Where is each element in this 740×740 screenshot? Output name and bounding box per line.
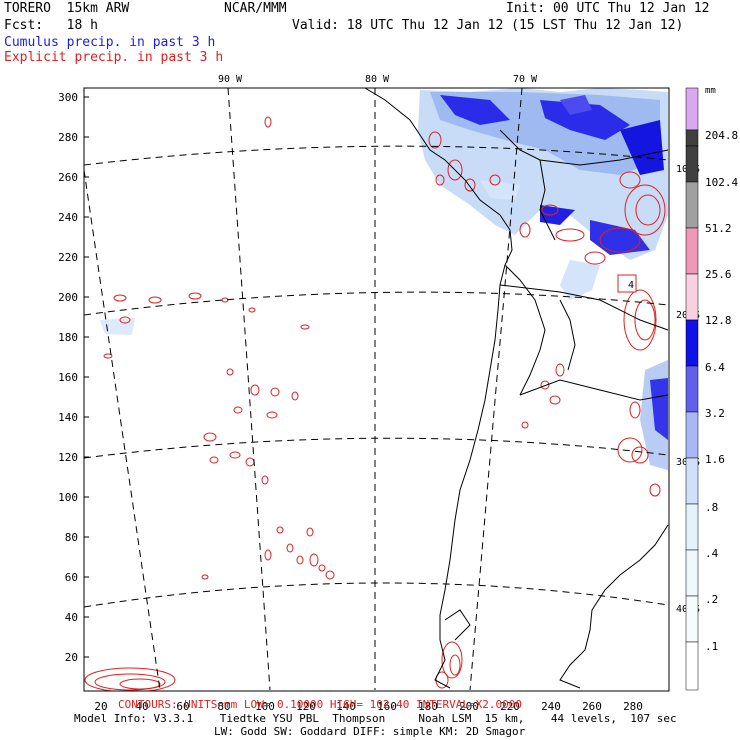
svg-text:80: 80 [65,531,78,544]
valid-time: Valid: 18 UTC Thu 12 Jan 12 (15 LST Thu … [292,18,684,33]
svg-text:40: 40 [135,700,148,713]
svg-text:.4: .4 [705,547,719,560]
svg-text:120: 120 [58,451,78,464]
svg-text:280: 280 [623,700,643,713]
svg-text:200: 200 [58,291,78,304]
svg-text:220: 220 [500,700,520,713]
svg-text:140: 140 [58,411,78,424]
svg-text:180: 180 [418,700,438,713]
svg-text:70 W: 70 W [513,74,538,85]
svg-text:20: 20 [94,700,107,713]
svg-text:120: 120 [296,700,316,713]
longitude-labels: 90 W 80 W 70 W [218,74,538,85]
svg-text:140: 140 [336,700,356,713]
svg-text:20: 20 [65,651,78,664]
svg-text:300: 300 [58,91,78,104]
svg-text:51.2: 51.2 [705,222,732,235]
svg-text:3.2: 3.2 [705,407,725,420]
x-axis: 20 40 60 80 100 120 140 160 180 200 220 … [94,700,643,713]
svg-text:1.6: 1.6 [705,453,725,466]
explicit-legend: Explicit precip. in past 3 h [4,50,224,65]
coastlines [364,88,669,689]
svg-text:280: 280 [58,131,78,144]
organization: NCAR/MMM [224,1,287,16]
cumulus-precip-shading [100,88,668,470]
svg-text:25.6: 25.6 [705,268,732,281]
svg-text:80: 80 [217,700,230,713]
explicit-precip-contours [84,116,666,691]
svg-text:60: 60 [176,700,189,713]
svg-text:240: 240 [58,211,78,224]
svg-text:200: 200 [459,700,479,713]
latlon-grid [84,88,669,691]
annotation-box: 4 [617,274,637,293]
svg-text:180: 180 [58,331,78,344]
svg-text:6.4: 6.4 [705,361,725,374]
init-time: Init: 00 UTC Thu 12 Jan 12 [506,1,710,16]
svg-text:12.8: 12.8 [705,314,732,327]
svg-text:90 W: 90 W [218,74,243,85]
cumulus-legend: Cumulus precip. in past 3 h [4,35,216,50]
svg-text:4: 4 [628,280,634,291]
svg-text:80 W: 80 W [365,74,390,85]
svg-text:.1: .1 [705,640,718,653]
svg-text:240: 240 [541,700,561,713]
model-info: Model Info: V3.3.1 Tiedtke YSU PBL Thomp… [74,712,677,725]
svg-text:260: 260 [582,700,602,713]
svg-text:60: 60 [65,571,78,584]
svg-text:220: 220 [58,251,78,264]
model-title: TORERO 15km ARW [4,1,130,16]
svg-text:100: 100 [255,700,275,713]
model-info-physics: LW: Godd SW: Goddard DIFF: simple KM: 2D… [214,725,526,738]
svg-text:102.4: 102.4 [705,176,738,189]
svg-text:100: 100 [58,491,78,504]
y-axis: 300 280 260 240 220 200 180 160 140 120 … [58,91,78,664]
svg-text:.8: .8 [705,501,718,514]
contour-info: CONTOURS: UNITS=mm LOW= 0.10000 HIGH= 10… [118,698,522,711]
svg-text:260: 260 [58,171,78,184]
colorbar: mm 204.8 102.4 51.2 25.6 12.8 6.4 3.2 1.… [685,86,738,691]
forecast-hour: Fcst: 18 h [4,18,98,33]
svg-text:204.8: 204.8 [705,129,738,142]
svg-text:160: 160 [58,371,78,384]
svg-text:40: 40 [65,611,78,624]
svg-text:mm: mm [705,86,716,96]
svg-text:160: 160 [377,700,397,713]
svg-text:.2: .2 [705,593,718,606]
map-frame [83,87,670,692]
